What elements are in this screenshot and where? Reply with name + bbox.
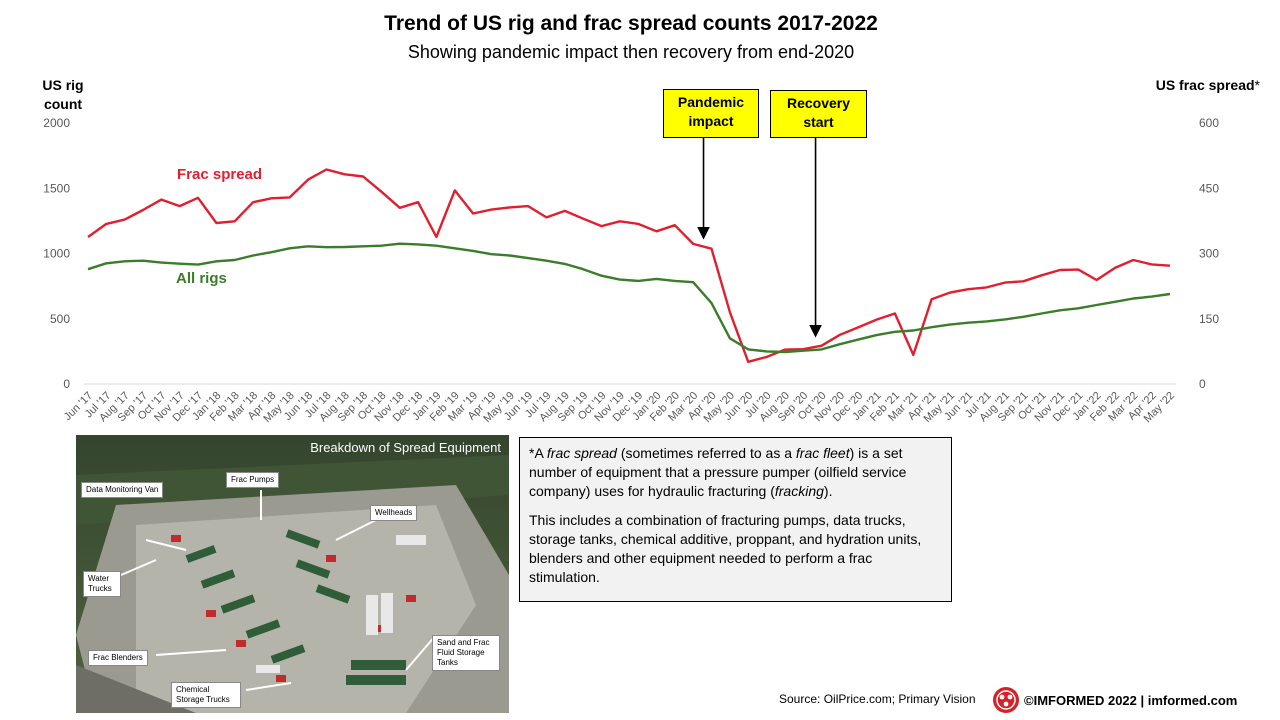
right-axis-tick-label: 300: [1199, 247, 1219, 261]
series-label-rigs: All rigs: [176, 270, 227, 287]
series-label-frac: Frac spread: [177, 166, 263, 183]
brand-text: ©IMFORMED 2022 | imformed.com: [1024, 693, 1238, 708]
right-axis-tick-label: 0: [1199, 377, 1206, 391]
definition-paragraph: *A frac spread (sometimes referred to as…: [529, 444, 942, 501]
right-axis-label-marker: *: [1254, 77, 1260, 93]
chart-subtitle: Showing pandemic impact then recovery fr…: [407, 42, 855, 62]
photo-label-storage-tanks: Sand and Frac Fluid Storage Tanks: [432, 635, 500, 671]
left-axis-label: US rig count: [42, 77, 84, 112]
left-axis-tick-label: 2000: [43, 116, 70, 130]
term-frac-fleet: frac fleet: [795, 445, 850, 461]
term-frac-spread: frac spread: [546, 445, 617, 461]
imformed-logo-icon: [993, 687, 1019, 713]
definition-text: (sometimes referred to as a: [616, 445, 796, 461]
frac-spread-definition: *A frac spread (sometimes referred to as…: [519, 437, 952, 602]
chart-title: Trend of US rig and frac spread counts 2…: [384, 12, 878, 35]
source-note: Source: OilPrice.com; Primary Vision: [779, 692, 976, 706]
left-axis-tick-label: 0: [63, 377, 70, 391]
all-rigs-line: [87, 242, 1171, 354]
photo-label-frac-pumps: Frac Pumps: [226, 472, 280, 488]
photo-label-frac-blenders: Frac Blenders: [88, 650, 148, 666]
right-axis-label: US frac spread*: [1120, 77, 1260, 93]
photo-label-data-monitoring-van: Data Monitoring Van: [81, 482, 164, 498]
term-fracking: fracking: [774, 483, 824, 499]
definition-text: ) is a set number of equipment that a pr…: [529, 445, 907, 499]
equipment-paragraph: This includes a combination of fracturin…: [529, 512, 922, 585]
photo-label-chemical-storage-trucks: Chemical Storage Trucks: [171, 682, 241, 708]
right-axis-tick-label: 150: [1199, 312, 1219, 326]
callout-pandemic-impact: Pandemic impact: [663, 89, 759, 138]
right-axis-tick-label: 600: [1199, 116, 1219, 130]
right-axis-tick-label: 450: [1199, 181, 1219, 195]
definition-text: ).: [823, 483, 833, 499]
brand-footer: ©IMFORMED 2022 | imformed.com: [992, 686, 1262, 716]
aerial-site-illustration: [76, 435, 509, 713]
spread-equipment-photo: Breakdown of Spread Equipment Data Monit…: [76, 435, 509, 713]
left-axis-tick-label: 1500: [43, 181, 70, 195]
definition-text: *A: [529, 445, 547, 461]
right-axis-label-text: US frac spread: [1155, 77, 1255, 93]
left-axis-tick-label: 500: [50, 312, 70, 326]
frac-spread-line: [87, 168, 1171, 363]
photo-label-water-trucks: Water Trucks: [83, 571, 121, 597]
photo-title: Breakdown of Spread Equipment: [310, 440, 501, 455]
photo-label-wellheads: Wellheads: [370, 505, 418, 521]
left-axis-tick-label: 1000: [43, 247, 70, 261]
callout-recovery-start: Recovery start: [770, 90, 867, 138]
